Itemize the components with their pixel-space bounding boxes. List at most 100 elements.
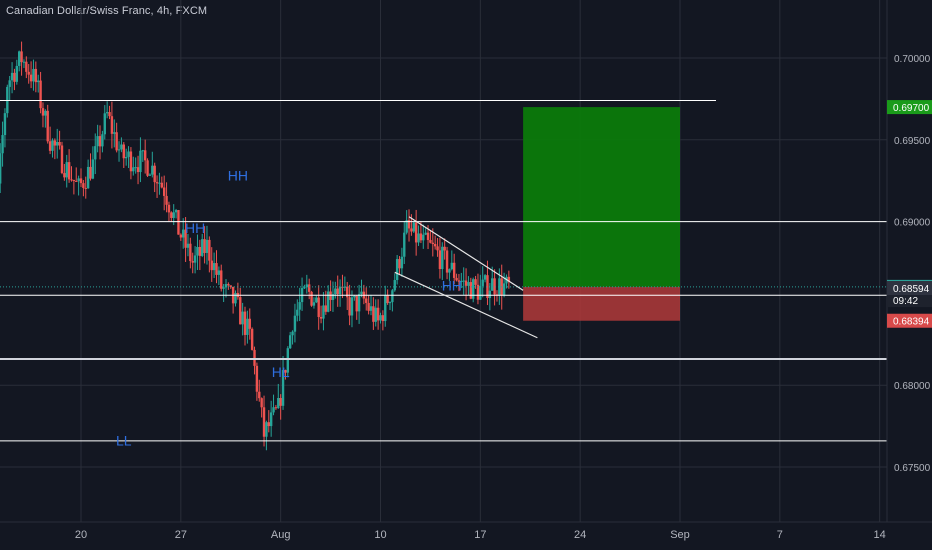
candle-body (184, 229, 187, 248)
candle-body (67, 162, 71, 180)
price-label-box (887, 313, 932, 328)
candle-body (65, 162, 68, 178)
candle-body (51, 140, 54, 151)
candle-body (360, 291, 363, 295)
stop-zone[interactable] (523, 286, 680, 321)
candle-body (94, 146, 97, 160)
candle-body (291, 331, 294, 336)
candle-body (56, 142, 59, 146)
x-tick-label: 10 (374, 529, 386, 541)
candle-body (491, 278, 494, 291)
candle-body (479, 285, 482, 300)
candle-body (353, 295, 356, 298)
candle-body (319, 316, 323, 319)
channel-trendline[interactable] (394, 271, 538, 339)
candle-body (386, 295, 389, 304)
candle-body (82, 183, 85, 188)
candle-body (134, 167, 137, 169)
candle-body (493, 278, 496, 295)
candle-body (293, 315, 297, 332)
y-tick-label: 0.67500 (894, 463, 931, 474)
candle-body (374, 307, 377, 322)
annotation-label: LL (116, 433, 132, 449)
candle-body (201, 239, 204, 256)
candle-body (41, 108, 45, 116)
candle-body (260, 398, 263, 408)
candle-body (91, 159, 95, 179)
candle-body (72, 179, 76, 181)
candle-body (17, 51, 21, 66)
candle-body (253, 349, 256, 366)
candle-body (215, 263, 218, 275)
annotation-label: HL (272, 364, 290, 380)
candle-body (153, 165, 156, 183)
candle-body (452, 262, 456, 278)
candle-body (286, 348, 289, 373)
candle-body (234, 292, 237, 304)
candle-body (246, 318, 249, 335)
target-zone[interactable] (523, 107, 680, 287)
candle-body (329, 291, 332, 300)
candle-body (407, 220, 411, 229)
candle-body (120, 144, 123, 150)
channel-trendline[interactable] (408, 216, 524, 291)
candle-body (336, 288, 339, 295)
candle-body (139, 150, 142, 173)
candle-body (379, 315, 382, 321)
candle-body (141, 150, 145, 152)
candle-body (250, 328, 254, 350)
candle-body (34, 68, 38, 83)
candle-body (481, 279, 484, 286)
x-tick-label: Aug (271, 529, 291, 541)
candle-body (410, 228, 413, 232)
candle-body (327, 291, 330, 312)
price-label-box (887, 100, 932, 115)
annotation-label: HH (442, 277, 462, 293)
candle-body (155, 182, 159, 184)
candle-body (369, 306, 373, 311)
candle-body (243, 311, 247, 335)
candle-body (143, 150, 147, 161)
candle-body (98, 136, 102, 147)
candle-body (108, 112, 111, 117)
x-tick-label: 24 (574, 529, 586, 541)
candle-body (488, 290, 492, 299)
candle-body (281, 370, 285, 406)
candle-body (348, 297, 351, 316)
candle-body (115, 132, 118, 151)
candle-body (400, 256, 404, 269)
candle-body (151, 165, 154, 175)
candle-body (372, 306, 375, 322)
price-label-box (887, 293, 932, 308)
candle-body (274, 407, 278, 409)
candle-body (179, 234, 183, 238)
annotation-label: HH (228, 168, 248, 184)
candle-body (210, 260, 213, 271)
candle-body (279, 397, 282, 406)
price-label: 0.68594 (893, 284, 930, 295)
candle-body (20, 51, 23, 63)
candle-body (158, 182, 161, 184)
price-axis[interactable] (887, 0, 932, 550)
candle-body (255, 365, 259, 392)
candle-body (381, 315, 385, 322)
candle-body (284, 370, 287, 373)
candle-body (146, 160, 149, 176)
x-tick-label: Sep (670, 529, 690, 541)
candle-body (229, 285, 232, 287)
candle-body (105, 112, 109, 114)
candle-body (507, 276, 511, 282)
y-tick-label: 0.70000 (894, 54, 931, 65)
candle-body (322, 305, 325, 319)
candle-body (431, 242, 434, 245)
candle-body (498, 278, 501, 296)
candle-body (331, 294, 335, 300)
candle-body (79, 178, 83, 184)
x-tick-label: 27 (175, 529, 187, 541)
candle-body (37, 80, 40, 83)
candle-body (443, 246, 446, 251)
candle-body (419, 233, 423, 241)
candle-body (58, 142, 61, 146)
time-axis[interactable] (0, 522, 932, 550)
